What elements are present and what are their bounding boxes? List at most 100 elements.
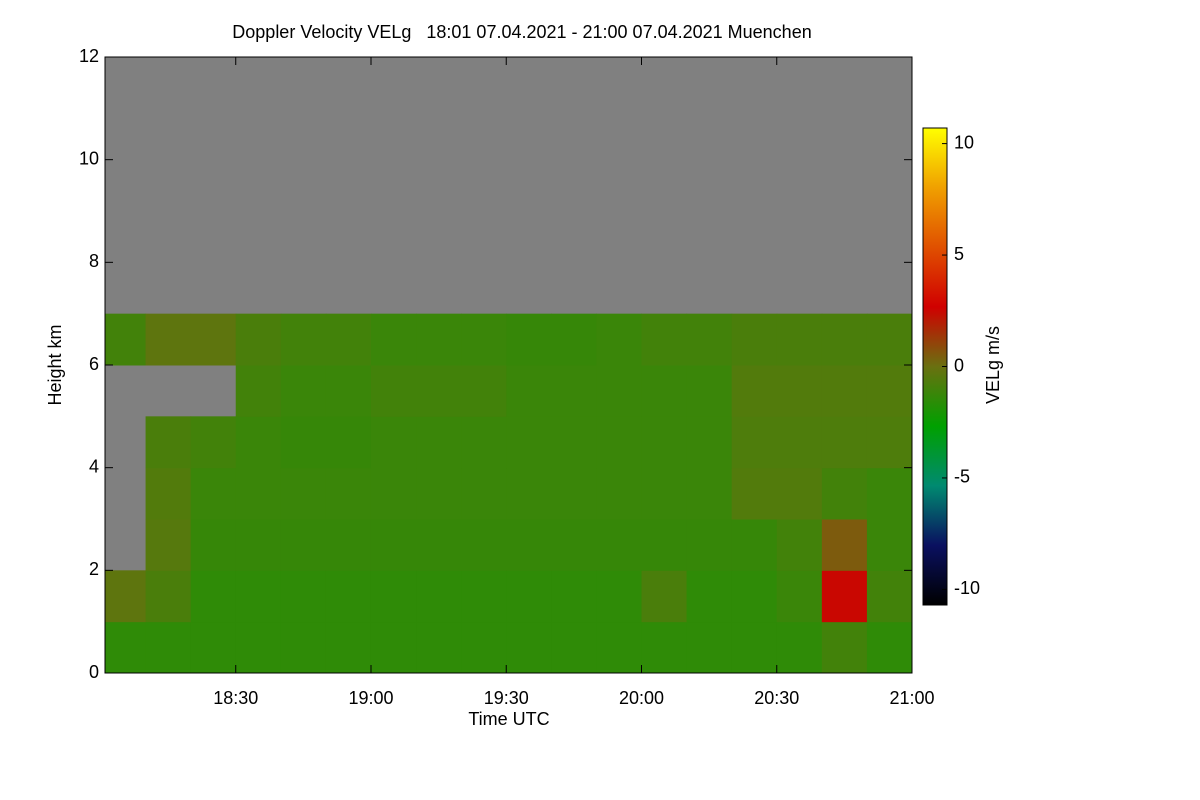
colorbar-tick-label: 5 bbox=[954, 244, 964, 264]
heatmap-cell bbox=[235, 416, 282, 469]
y-tick-label: 2 bbox=[89, 559, 99, 579]
heatmap-cell bbox=[686, 467, 733, 520]
heatmap-cell bbox=[105, 570, 147, 623]
heatmap-cell bbox=[506, 621, 552, 674]
heatmap-cell bbox=[776, 519, 823, 571]
heatmap-cell bbox=[280, 313, 327, 366]
heatmap-cell bbox=[821, 519, 868, 571]
heatmap-cell bbox=[641, 365, 688, 417]
heatmap-cell bbox=[596, 313, 642, 366]
x-tick-label: 20:00 bbox=[619, 688, 664, 708]
chart-title: Doppler Velocity VELg 18:01 07.04.2021 -… bbox=[232, 22, 811, 42]
heatmap-cell bbox=[105, 313, 147, 366]
heatmap-cell bbox=[370, 365, 417, 417]
heatmap-cell bbox=[325, 416, 372, 469]
heatmap-cell bbox=[596, 365, 642, 417]
heatmap-cell bbox=[506, 313, 552, 366]
heatmap-cell bbox=[821, 365, 868, 417]
heatmap-cell bbox=[416, 467, 462, 520]
heatmap-cell bbox=[280, 365, 327, 417]
heatmap-cell bbox=[551, 570, 597, 623]
heatmap-cell bbox=[506, 519, 552, 571]
heatmap-cell bbox=[416, 416, 462, 469]
heatmap-cell bbox=[821, 570, 868, 623]
heatmap-cell bbox=[596, 519, 642, 571]
heatmap-cell bbox=[686, 621, 733, 674]
heatmap-cell bbox=[731, 467, 778, 520]
heatmap-cell bbox=[506, 467, 552, 520]
heatmap-cell bbox=[551, 519, 597, 571]
heatmap-cell bbox=[416, 519, 462, 571]
heatmap-cell bbox=[280, 570, 327, 623]
y-tick-label: 0 bbox=[89, 662, 99, 682]
heatmap-cell bbox=[866, 416, 913, 469]
heatmap-cell bbox=[461, 365, 507, 417]
heatmap-cell bbox=[461, 621, 507, 674]
heatmap-cell bbox=[235, 365, 282, 417]
heatmap-cell bbox=[461, 416, 507, 469]
heatmap-cell bbox=[280, 519, 327, 571]
heatmap-cell bbox=[551, 313, 597, 366]
x-tick-label: 19:00 bbox=[348, 688, 393, 708]
heatmap-cell bbox=[370, 570, 417, 623]
heatmap-cell bbox=[641, 313, 688, 366]
heatmap-cell bbox=[551, 416, 597, 469]
heatmap-cell bbox=[461, 570, 507, 623]
heatmap-cell bbox=[776, 313, 823, 366]
heatmap-cell bbox=[325, 570, 372, 623]
heatmap-cell bbox=[551, 621, 597, 674]
heatmap-cell bbox=[280, 416, 327, 469]
x-tick-label: 20:30 bbox=[754, 688, 799, 708]
heatmap-cell bbox=[731, 570, 778, 623]
heatmap-cell bbox=[325, 365, 372, 417]
heatmap-cell bbox=[551, 365, 597, 417]
heatmap-cell bbox=[686, 416, 733, 469]
heatmap-cell bbox=[461, 313, 507, 366]
heatmap-cell bbox=[866, 519, 913, 571]
heatmap-cell bbox=[416, 313, 462, 366]
colorbar-tick-label: 0 bbox=[954, 355, 964, 375]
heatmap-cell bbox=[370, 313, 417, 366]
heatmap-cell bbox=[506, 365, 552, 417]
heatmap-cell bbox=[416, 365, 462, 417]
heatmap-cell bbox=[686, 519, 733, 571]
heatmap-cell bbox=[325, 467, 372, 520]
heatmap-cell bbox=[190, 570, 237, 623]
heatmap-cell bbox=[190, 467, 237, 520]
colorbar-tick-label: -5 bbox=[954, 467, 970, 487]
heatmap-cell bbox=[731, 365, 778, 417]
heatmap-cell bbox=[235, 570, 282, 623]
heatmap-cell bbox=[280, 621, 327, 674]
heatmap-cell bbox=[731, 519, 778, 571]
heatmap-cell bbox=[145, 416, 192, 469]
y-tick-label: 6 bbox=[89, 354, 99, 374]
x-tick-label: 21:00 bbox=[889, 688, 934, 708]
heatmap-cell bbox=[551, 467, 597, 520]
heatmap-cell bbox=[866, 313, 913, 366]
heatmap-cell bbox=[370, 621, 417, 674]
heatmap-cell bbox=[370, 416, 417, 469]
heatmap-cell bbox=[641, 467, 688, 520]
colorbar-tick-label: 10 bbox=[954, 132, 974, 152]
heatmap-cell bbox=[145, 519, 192, 571]
heatmap-cell bbox=[235, 467, 282, 520]
x-tick-label: 19:30 bbox=[484, 688, 529, 708]
heatmap-cell bbox=[190, 416, 237, 469]
heatmap-cell bbox=[235, 621, 282, 674]
heatmap-cell bbox=[776, 621, 823, 674]
heatmap-cell bbox=[866, 365, 913, 417]
heatmap-cell bbox=[776, 467, 823, 520]
x-tick-label: 18:30 bbox=[213, 688, 258, 708]
colorbar-tick-label: -10 bbox=[954, 578, 980, 598]
heatmap-cell bbox=[145, 570, 192, 623]
heatmap-cell bbox=[596, 570, 642, 623]
heatmap-cell bbox=[641, 416, 688, 469]
heatmap-cell bbox=[235, 519, 282, 571]
heatmap-cell bbox=[370, 467, 417, 520]
heatmap-cell bbox=[776, 570, 823, 623]
heatmap-cell bbox=[596, 621, 642, 674]
heatmap-cell bbox=[325, 313, 372, 366]
heatmap-cell bbox=[190, 621, 237, 674]
y-tick-label: 12 bbox=[79, 46, 99, 66]
heatmap-cell bbox=[731, 416, 778, 469]
